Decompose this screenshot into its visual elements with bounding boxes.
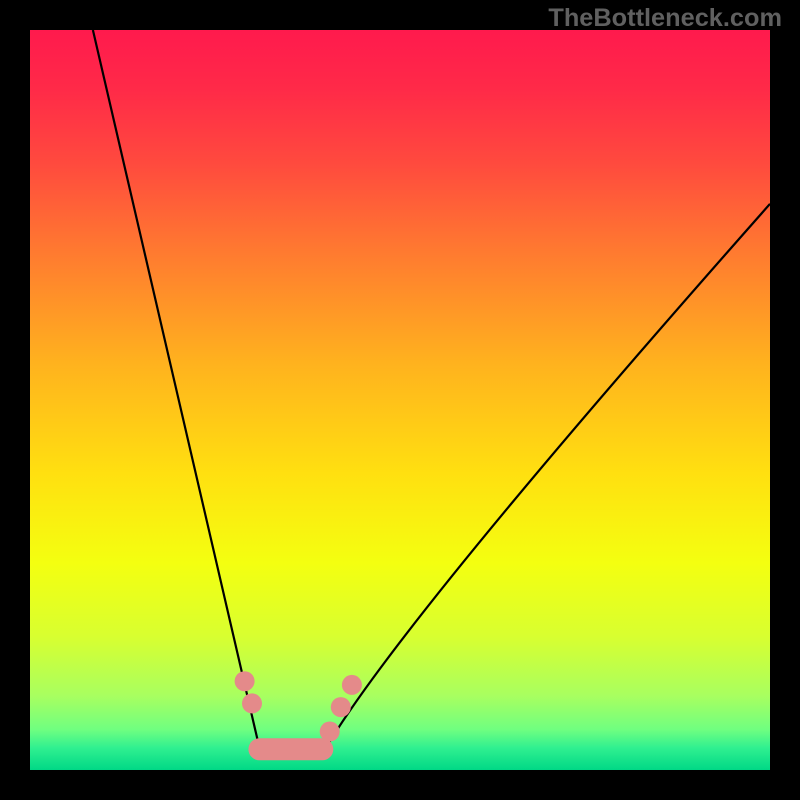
marker-point <box>242 693 262 713</box>
gradient-background <box>30 30 770 770</box>
marker-point <box>342 675 362 695</box>
marker-point <box>235 671 255 691</box>
marker-point <box>320 722 340 742</box>
plot-area <box>30 30 770 770</box>
stage: TheBottleneck.com <box>0 0 800 800</box>
chart-svg <box>30 30 770 770</box>
marker-point <box>331 697 351 717</box>
watermark-text: TheBottleneck.com <box>548 4 782 33</box>
